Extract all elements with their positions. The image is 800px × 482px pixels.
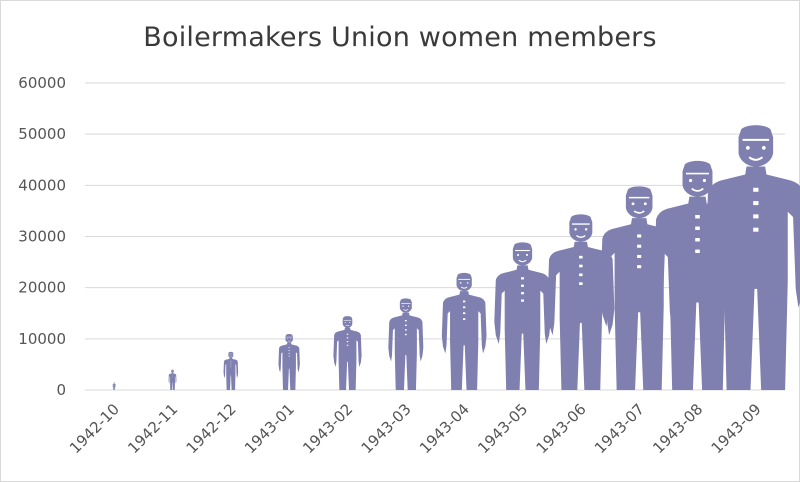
x-tick-label: 1943-09 — [708, 400, 765, 457]
y-tick-label: 0 — [56, 381, 66, 399]
figure-mark — [494, 242, 551, 390]
y-tick-label: 40000 — [18, 176, 66, 194]
figure-mark — [278, 333, 300, 390]
y-tick-label: 50000 — [18, 125, 66, 143]
figure-mark — [653, 160, 742, 390]
figure-mark — [441, 272, 487, 391]
x-tick-label: 1943-03 — [358, 400, 415, 457]
figure-mark — [112, 382, 116, 390]
x-tick-label: 1943-02 — [299, 400, 356, 457]
y-tick-label: 20000 — [18, 279, 66, 297]
x-tick-label: 1942-12 — [183, 400, 240, 457]
chart-title: Boilermakers Union women members — [143, 22, 657, 53]
y-tick-label: 60000 — [18, 74, 66, 92]
x-tick-label: 1943-05 — [474, 400, 531, 457]
x-tick-label: 1943-07 — [591, 400, 648, 457]
figure-mark — [168, 369, 177, 390]
x-tick-label: 1943-01 — [241, 400, 298, 457]
figure-mark — [333, 316, 362, 390]
x-tick-label: 1943-06 — [533, 400, 590, 457]
x-tick-label: 1942-11 — [124, 400, 181, 457]
y-tick-label: 30000 — [18, 228, 66, 246]
y-tick-label: 10000 — [18, 330, 66, 348]
figure-mark — [388, 298, 424, 390]
x-tick-label: 1943-04 — [416, 400, 473, 457]
x-tick-label: 1943-08 — [649, 400, 706, 457]
figure-mark — [223, 351, 239, 390]
x-tick-label: 1942-10 — [66, 400, 123, 457]
figure-mark — [547, 214, 615, 390]
figure-mark — [705, 125, 800, 391]
